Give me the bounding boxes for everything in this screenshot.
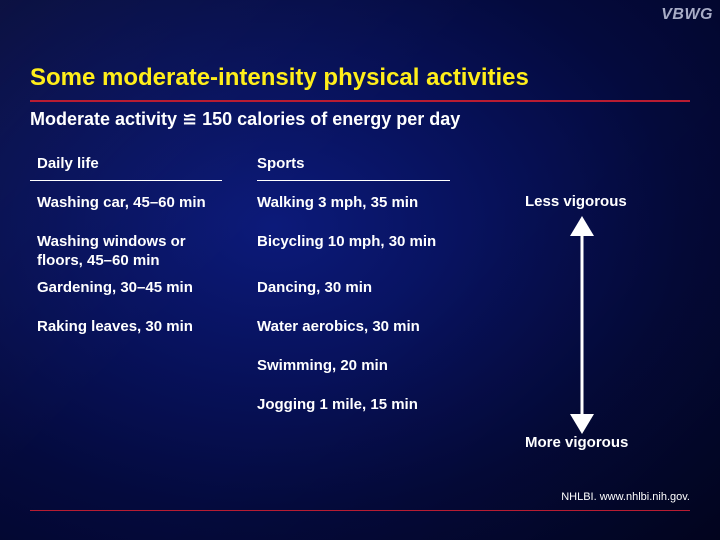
footer-divider bbox=[30, 510, 690, 511]
title-divider bbox=[30, 100, 690, 102]
arrow-shaft bbox=[580, 234, 584, 416]
sports-item: Water aerobics, 30 min bbox=[257, 318, 420, 335]
less-vigorous-label: Less vigorous bbox=[525, 193, 627, 210]
sports-item: Swimming, 20 min bbox=[257, 357, 388, 374]
daily-life-header-rule bbox=[30, 180, 222, 181]
sports-item: Jogging 1 mile, 15 min bbox=[257, 396, 418, 413]
sports-header-rule bbox=[257, 180, 450, 181]
arrow-down-head bbox=[570, 414, 594, 434]
daily-life-item: Raking leaves, 30 min bbox=[37, 318, 193, 335]
slide-subtitle: Moderate activity ≌ 150 calories of ener… bbox=[30, 109, 461, 129]
more-vigorous-label: More vigorous bbox=[525, 434, 629, 451]
sports-item: Bicycling 10 mph, 30 min bbox=[257, 233, 437, 250]
vbwg-logo: VBWG bbox=[661, 6, 713, 23]
sports-item: Walking 3 mph, 35 min bbox=[257, 194, 419, 211]
sports-header: Sports bbox=[257, 155, 305, 172]
daily-life-item: Washing windows or floors, 45–60 min bbox=[37, 233, 186, 269]
arrow-up-head bbox=[570, 216, 594, 236]
double-headed-arrow-icon bbox=[570, 216, 594, 434]
daily-life-item: Washing car, 45–60 min bbox=[37, 194, 206, 211]
daily-life-header: Daily life bbox=[37, 155, 99, 172]
source-citation: NHLBI. www.nhlbi.nih.gov. bbox=[561, 491, 690, 503]
slide-title: Some moderate-intensity physical activit… bbox=[30, 64, 529, 91]
daily-life-item: Gardening, 30–45 min bbox=[37, 279, 193, 296]
sports-item: Dancing, 30 min bbox=[257, 279, 373, 296]
